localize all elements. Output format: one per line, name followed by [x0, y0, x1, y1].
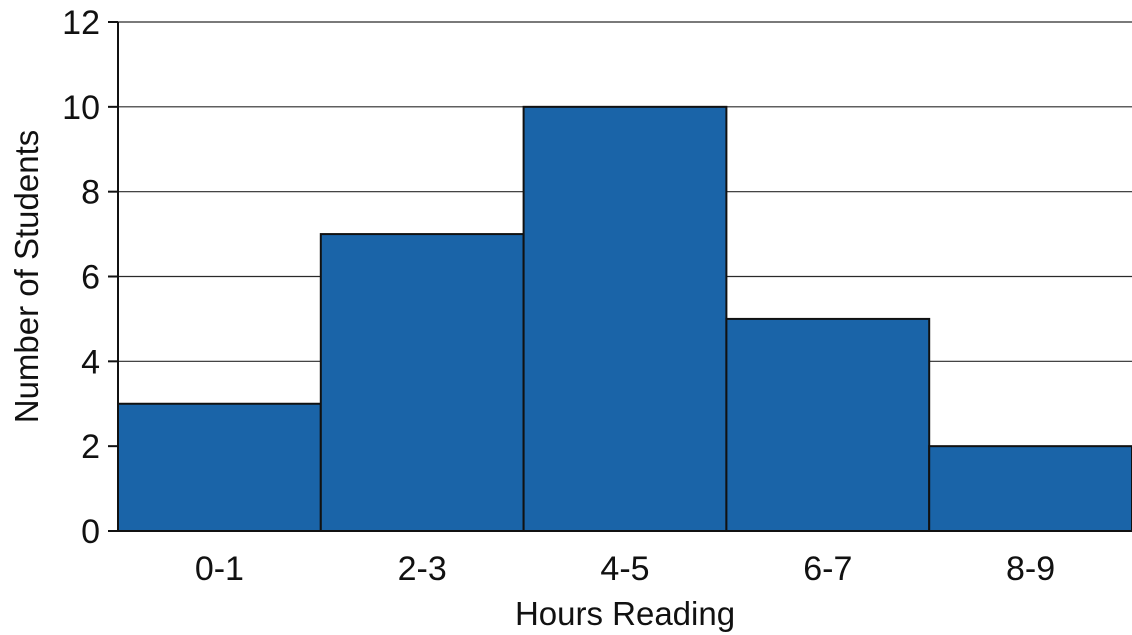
- x-tick-label: 4-5: [600, 550, 649, 588]
- bars: [117, 105, 1132, 532]
- y-tick-label: 8: [81, 174, 100, 212]
- x-tick-label: 6-7: [803, 550, 852, 588]
- y-tick-label: 0: [81, 513, 100, 551]
- x-tick-label: 2-3: [398, 550, 447, 588]
- y-tick-label: 2: [81, 428, 100, 466]
- x-axis-title: Hours Reading: [515, 595, 735, 632]
- bar: [117, 402, 322, 532]
- axes: [108, 21, 1132, 532]
- bar: [522, 105, 728, 532]
- y-tick-labels: 0 2 4 6 8 10 12: [62, 4, 100, 551]
- x-tick-label: 8-9: [1006, 550, 1055, 588]
- y-tick-label: 10: [62, 89, 100, 127]
- bar: [928, 445, 1132, 532]
- x-tick-labels: 0-1 2-3 4-5 6-7 8-9: [195, 550, 1055, 588]
- y-tick-label: 6: [81, 259, 100, 297]
- y-tick-label: 4: [81, 343, 100, 381]
- bar: [725, 317, 931, 532]
- x-tick-label: 0-1: [195, 550, 244, 588]
- bar: [319, 233, 525, 532]
- y-axis-title: Number of Students: [8, 130, 45, 424]
- y-tick-label: 12: [62, 4, 100, 42]
